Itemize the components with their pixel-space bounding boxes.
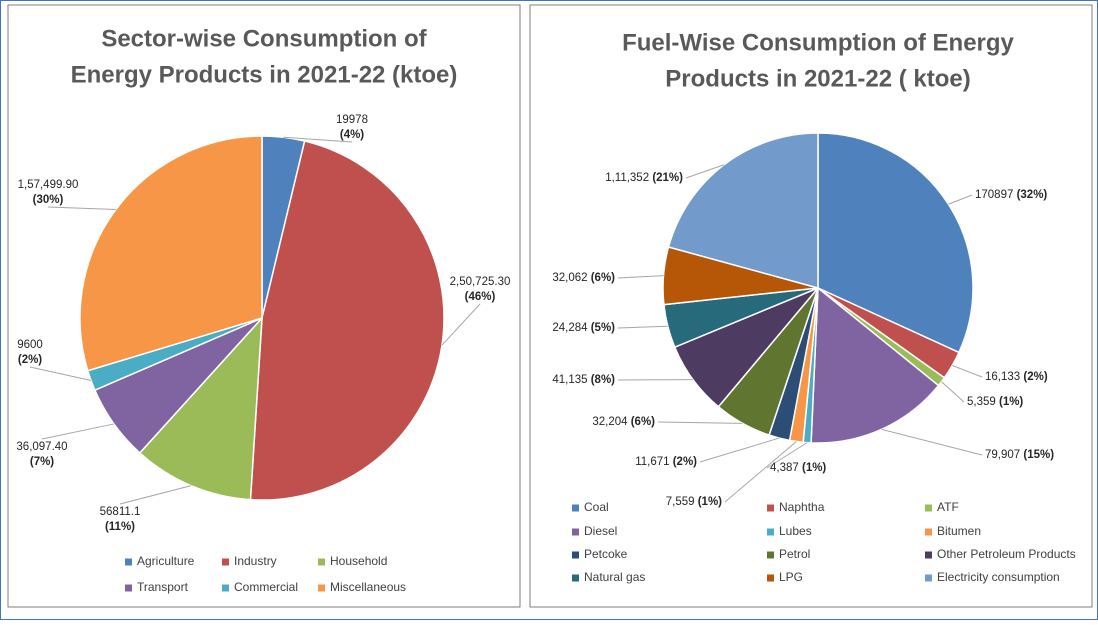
data-label-percent: (6%) <box>591 272 615 284</box>
legend-swatch <box>572 505 579 512</box>
legend-swatch <box>925 552 932 559</box>
data-label: 2,50,725.30 <box>450 276 511 288</box>
data-label-value: 32,204 <box>592 416 628 428</box>
data-label: 1,11,352 (21%) <box>605 172 683 184</box>
data-label: 32,204 (6%) <box>592 416 655 428</box>
data-label-percent: (21%) <box>652 172 683 184</box>
legend-swatch <box>925 505 932 512</box>
data-label-percent: (2%) <box>673 456 697 468</box>
data-label: 56811.1 <box>100 506 141 518</box>
legend-swatch <box>767 529 774 536</box>
data-label: (2%) <box>18 354 42 366</box>
data-label-value: 24,284 <box>552 322 588 334</box>
data-label: 24,284 (5%) <box>552 322 615 334</box>
data-label-value: 32,062 <box>552 272 587 284</box>
data-label-percent: (1%) <box>698 496 722 508</box>
legend-swatch <box>572 529 579 536</box>
data-label-value: 16,133 <box>985 371 1020 383</box>
legend-swatch <box>222 585 229 592</box>
data-label: 5,359 (1%) <box>967 396 1023 408</box>
data-label: 11,671 (2%) <box>635 456 697 468</box>
chart-title: Energy Products in 2021-22 (ktoe) <box>71 61 458 88</box>
legend-label: Household <box>330 554 387 568</box>
data-label-value: 41,135 <box>552 374 587 386</box>
legend-label: Petcoke <box>584 547 628 561</box>
data-label: 36,097.40 <box>16 441 67 453</box>
data-label: 7,559 (1%) <box>666 496 722 508</box>
legend-swatch <box>125 559 132 566</box>
legend-label: Agriculture <box>137 554 195 568</box>
legend-label: Diesel <box>584 524 617 538</box>
legend-swatch <box>125 585 132 592</box>
legend-label: Electricity consumption <box>937 570 1060 584</box>
legend-label: Miscellaneous <box>330 580 406 594</box>
legend-swatch <box>318 585 325 592</box>
legend-swatch <box>572 575 579 582</box>
legend-label: Natural gas <box>584 570 645 584</box>
data-label-value: 170897 <box>975 189 1013 201</box>
data-label-percent: (15%) <box>1023 449 1054 461</box>
data-label: 16,133 (2%) <box>985 371 1048 383</box>
data-label-percent: (1%) <box>999 396 1023 408</box>
legend-label: Transport <box>137 580 189 594</box>
data-label-value: 1,11,352 <box>605 172 649 184</box>
data-label-value: 5,359 <box>967 396 996 408</box>
chart-title: Fuel-Wise Consumption of Energy <box>622 29 1014 56</box>
data-label-value: 7,559 <box>666 496 695 508</box>
data-label: (11%) <box>105 521 135 533</box>
legend-swatch <box>767 552 774 559</box>
chart-title: Products in 2021-22 ( ktoe) <box>665 65 970 92</box>
legend-swatch <box>767 575 774 582</box>
legend-swatch <box>925 529 932 536</box>
data-label: (4%) <box>340 129 364 141</box>
data-label: 9600 <box>17 339 43 351</box>
data-label-percent: (5%) <box>591 322 615 334</box>
chart-title: Sector-wise Consumption of <box>101 25 427 52</box>
data-label: 41,135 (8%) <box>552 374 615 386</box>
data-label-percent: (1%) <box>802 462 826 474</box>
legend-label: Bitumen <box>937 524 981 538</box>
legend-swatch <box>572 552 579 559</box>
data-label-value: 79,907 <box>985 449 1020 461</box>
data-label: 170897 (32%) <box>975 189 1047 201</box>
legend-label: LPG <box>779 570 803 584</box>
legend-label: ATF <box>937 500 959 514</box>
data-label: 4,387 (1%) <box>770 462 826 474</box>
legend-label: Naphtha <box>779 500 825 514</box>
legend-swatch <box>925 575 932 582</box>
legend-label: Other Petroleum Products <box>937 547 1076 561</box>
legend-swatch <box>222 559 229 566</box>
data-label: 1,57,499.90 <box>18 179 79 191</box>
legend-label: Coal <box>584 500 609 514</box>
legend-label: Lubes <box>779 524 812 538</box>
data-label: 32,062 (6%) <box>552 272 615 284</box>
legend-label: Industry <box>234 554 277 568</box>
data-label: 19978 <box>336 114 368 126</box>
data-label-value: 11,671 <box>635 456 669 468</box>
data-label: (7%) <box>30 456 54 468</box>
data-label: (30%) <box>33 194 64 206</box>
data-label: (46%) <box>465 291 496 303</box>
data-label-percent: (2%) <box>1023 371 1047 383</box>
data-label: 79,907 (15%) <box>985 449 1054 461</box>
data-label-percent: (6%) <box>631 416 655 428</box>
data-label-percent: (32%) <box>1017 189 1048 201</box>
data-label-percent: (8%) <box>591 374 615 386</box>
legend-label: Commercial <box>234 580 298 594</box>
data-label-value: 4,387 <box>770 462 799 474</box>
legend-swatch <box>767 505 774 512</box>
legend-label: Petrol <box>779 547 810 561</box>
legend-swatch <box>318 559 325 566</box>
